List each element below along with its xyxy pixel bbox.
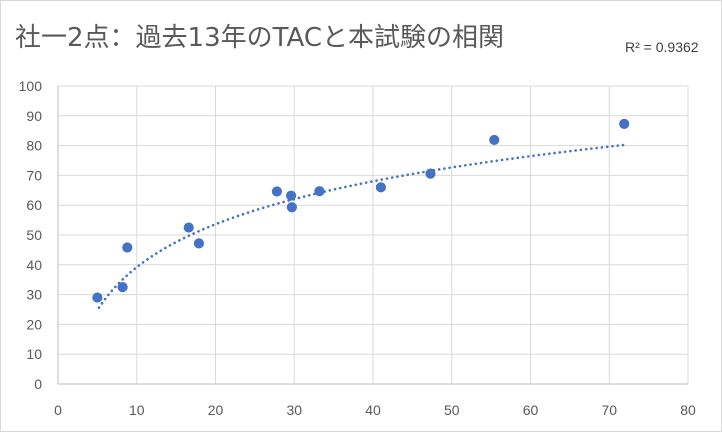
data-point xyxy=(183,222,194,233)
gridlines xyxy=(58,85,689,384)
data-point xyxy=(314,186,325,197)
y-tick-label: 60 xyxy=(26,197,42,213)
y-tick-label: 10 xyxy=(26,346,42,362)
x-tick-label: 10 xyxy=(129,402,145,418)
y-tick-label: 20 xyxy=(26,316,42,332)
data-point xyxy=(619,118,630,129)
data-point xyxy=(286,190,297,201)
axis-lines xyxy=(57,86,688,385)
data-points xyxy=(92,118,630,303)
data-point xyxy=(375,182,386,193)
y-tick-label: 100 xyxy=(19,78,43,94)
data-point xyxy=(122,242,133,253)
data-point xyxy=(271,186,283,197)
x-tick-label: 60 xyxy=(523,402,539,418)
x-tick-label: 70 xyxy=(601,402,617,418)
x-tick-label: 0 xyxy=(54,402,62,418)
x-tick-label: 30 xyxy=(286,402,302,418)
data-point xyxy=(193,238,205,249)
y-tick-label: 80 xyxy=(26,138,42,154)
x-axis-tick-labels: 0 10 20 30 40 50 60 70 80 xyxy=(54,402,696,418)
x-tick-label: 80 xyxy=(680,402,696,418)
data-point xyxy=(489,134,500,146)
data-point xyxy=(286,202,297,213)
trendline xyxy=(97,143,627,310)
r-squared-label: R² = 0.9362 xyxy=(625,39,699,55)
x-tick-label: 40 xyxy=(365,402,381,418)
x-tick-label: 20 xyxy=(208,402,224,418)
y-axis-tick-labels: 0 10 20 30 40 50 60 70 80 90 100 xyxy=(19,78,43,392)
chart-title: 社一2点：過去13年のTACと本試験の相関 xyxy=(15,23,504,53)
data-point xyxy=(425,168,436,179)
data-point xyxy=(117,282,128,293)
y-tick-label: 30 xyxy=(26,287,42,303)
y-tick-label: 40 xyxy=(26,257,42,273)
y-tick-label: 70 xyxy=(26,167,42,183)
trendline-group xyxy=(97,143,627,310)
data-point xyxy=(92,292,103,303)
x-tick-label: 50 xyxy=(444,402,460,418)
y-tick-label: 90 xyxy=(26,108,42,124)
y-tick-label: 50 xyxy=(26,227,42,243)
y-tick-label: 0 xyxy=(34,376,42,392)
